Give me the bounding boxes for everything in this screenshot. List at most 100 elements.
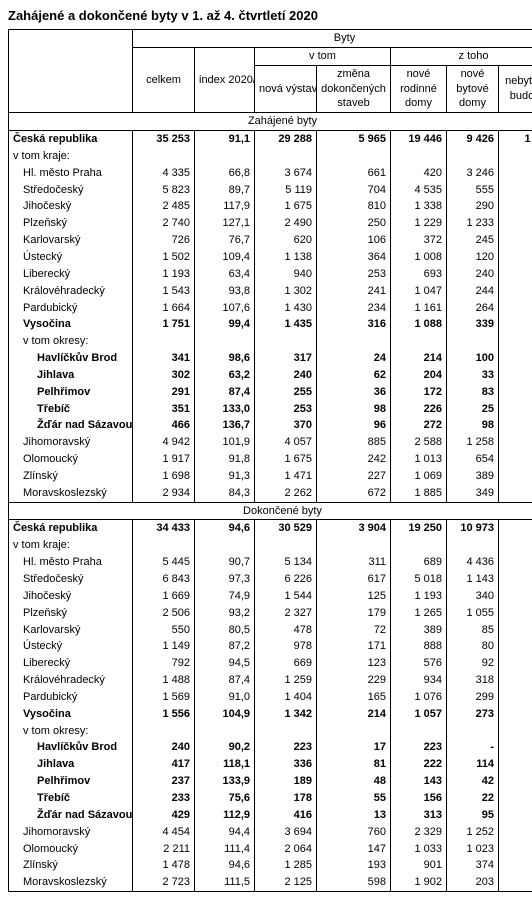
- row-value: 2 211: [133, 841, 195, 858]
- table-row: v tom okresy:: [9, 723, 532, 740]
- row-value: 87,2: [195, 638, 255, 655]
- row-value: 24: [499, 232, 532, 249]
- row-value: 143: [391, 773, 447, 790]
- row-value: 17: [317, 739, 391, 756]
- row-value: 1 488: [133, 672, 195, 689]
- row-value: 291: [133, 384, 195, 401]
- row-value: 242: [317, 451, 391, 468]
- row-value: 241: [317, 283, 391, 300]
- row-value: 30 529: [255, 520, 317, 537]
- row-value: [133, 723, 195, 740]
- row-value: 341: [499, 434, 532, 451]
- row-value: 98: [317, 401, 391, 418]
- table-header: Byty celkem index 2020/2019 v tom z toho…: [9, 30, 532, 113]
- row-label: Vysočina: [9, 316, 133, 333]
- row-value: 99,4: [195, 316, 255, 333]
- row-value: 250: [317, 215, 391, 232]
- row-value: 255: [255, 384, 317, 401]
- row-label: Česká republika: [9, 131, 133, 148]
- row-value: 10 973: [447, 520, 499, 537]
- row-value: 4 454: [133, 824, 195, 841]
- row-value: 233: [133, 790, 195, 807]
- row-value: 11: [499, 401, 532, 418]
- row-value: 117,9: [195, 198, 255, 215]
- row-value: 672: [499, 520, 532, 537]
- row-value: [391, 333, 447, 350]
- row-value: 1 193: [133, 266, 195, 283]
- row-label: Jihočeský: [9, 588, 133, 605]
- row-label: Jihočeský: [9, 198, 133, 215]
- row-value: [195, 723, 255, 740]
- row-value: 178: [255, 790, 317, 807]
- row-value: 313: [391, 807, 447, 824]
- row-value: 19 446: [391, 131, 447, 148]
- table-row: Žďár nad Sázavou429112,941613313953: [9, 807, 532, 824]
- row-value: [447, 148, 499, 165]
- table-row: Česká republika34 43394,630 5293 90419 2…: [9, 520, 532, 537]
- row-label: Karlovarský: [9, 622, 133, 639]
- row-value: 339: [447, 316, 499, 333]
- row-label: Liberecký: [9, 266, 133, 283]
- row-value: 316: [317, 316, 391, 333]
- row-value: 598: [317, 874, 391, 891]
- row-value: 810: [317, 198, 391, 215]
- row-value: 85: [447, 622, 499, 639]
- row-value: 2 485: [133, 198, 195, 215]
- row-value: 240: [255, 367, 317, 384]
- row-value: 35 253: [133, 131, 195, 148]
- row-value: 98: [499, 316, 532, 333]
- row-value: 1 902: [391, 874, 447, 891]
- row-value: 2 329: [391, 824, 447, 841]
- row-value: [195, 537, 255, 554]
- row-value: 19: [499, 672, 532, 689]
- row-value: 1 478: [133, 857, 195, 874]
- row-value: 420: [391, 165, 447, 182]
- row-value: 351: [133, 401, 195, 418]
- header-nebytove: nebytové budovy: [499, 65, 532, 113]
- row-value: 240: [447, 266, 499, 283]
- row-value: 760: [317, 824, 391, 841]
- section-row: Dokončené byty: [9, 502, 532, 520]
- row-value: 620: [255, 232, 317, 249]
- row-label: Česká republika: [9, 520, 133, 537]
- row-value: 83: [447, 384, 499, 401]
- row-value: 214: [317, 706, 391, 723]
- row-value: 91,3: [195, 468, 255, 485]
- row-value: 33: [499, 417, 532, 434]
- row-value: 3: [499, 807, 532, 824]
- row-value: 466: [133, 417, 195, 434]
- row-value: 98: [447, 417, 499, 434]
- row-value: 5 018: [391, 571, 447, 588]
- row-value: 106: [317, 232, 391, 249]
- row-value: 370: [255, 417, 317, 434]
- row-label: Moravskoslezský: [9, 874, 133, 891]
- row-value: 90,2: [195, 739, 255, 756]
- row-value: 33: [499, 165, 532, 182]
- row-value: 229: [317, 672, 391, 689]
- row-value: 1 312: [499, 131, 532, 148]
- row-label: Olomoucký: [9, 841, 133, 858]
- row-value: 34 433: [133, 520, 195, 537]
- row-value: 107,6: [195, 300, 255, 317]
- row-value: 55: [317, 790, 391, 807]
- row-value: 555: [447, 182, 499, 199]
- row-value: 253: [255, 401, 317, 418]
- row-value: 1 193: [391, 588, 447, 605]
- row-value: 2 934: [133, 485, 195, 502]
- row-value: 172: [391, 384, 447, 401]
- row-value: 133: [499, 198, 532, 215]
- row-value: 87,4: [195, 672, 255, 689]
- row-value: 1 069: [391, 468, 447, 485]
- row-value: 147: [317, 841, 391, 858]
- row-value: 689: [391, 554, 447, 571]
- table-row: Moravskoslezský2 723111,52 1255981 90220…: [9, 874, 532, 891]
- row-value: 74,9: [195, 588, 255, 605]
- row-value: 374: [447, 857, 499, 874]
- row-value: 234: [317, 300, 391, 317]
- row-value: 240: [133, 739, 195, 756]
- row-value: 1 259: [255, 672, 317, 689]
- row-value: 101,9: [195, 434, 255, 451]
- table-row: Ústecký1 14987,29781718888020: [9, 638, 532, 655]
- row-value: 19: [499, 384, 532, 401]
- row-value: 5 445: [133, 554, 195, 571]
